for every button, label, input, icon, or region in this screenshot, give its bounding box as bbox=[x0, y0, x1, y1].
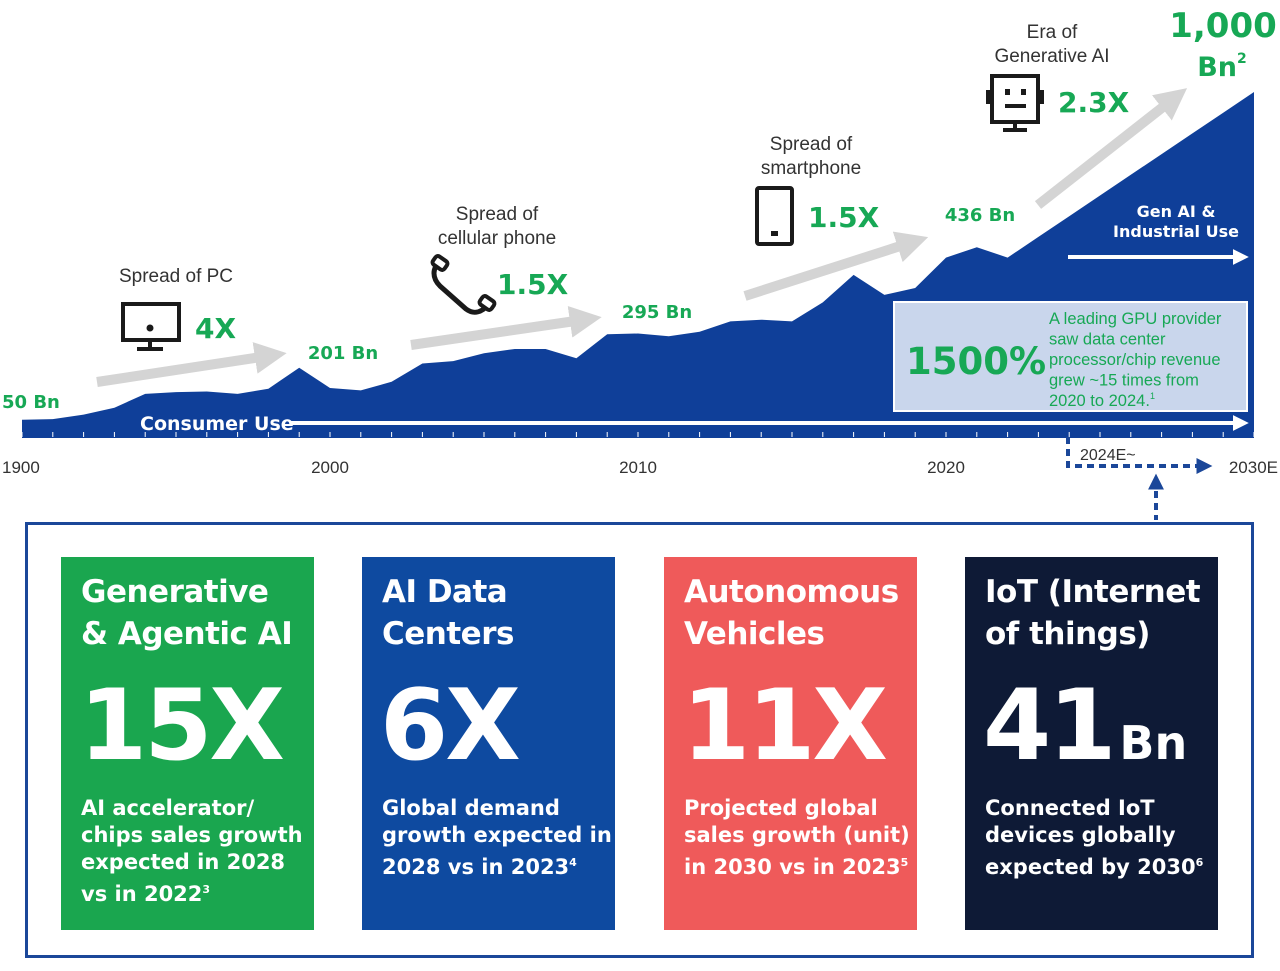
gen-ai-use-label-line2: Industrial Use bbox=[1113, 222, 1239, 241]
x-tick-label-2030e: 2030E bbox=[1229, 458, 1278, 477]
x-tick-label-2000: 2000 bbox=[311, 458, 349, 477]
era-smartphone: Spread of smartphone 1.5X bbox=[755, 134, 880, 246]
era-gen-ai-label-line1: Era of bbox=[1027, 22, 1078, 43]
era-gen-ai-label-line2: Generative AI bbox=[994, 46, 1109, 67]
card-iot-title-line2: of things) bbox=[985, 616, 1150, 652]
callout-background bbox=[893, 301, 1248, 412]
card-ai-data-centers-value: 6X bbox=[380, 669, 521, 783]
card-generative-ai-title-line2: & Agentic AI bbox=[81, 616, 293, 652]
card-generative-ai-value: 15X bbox=[79, 669, 285, 783]
era-cellular-multiplier: 1.5X bbox=[497, 268, 569, 301]
era-pc-label: Spread of PC bbox=[119, 266, 233, 287]
era-gen-ai-multiplier: 2.3X bbox=[1058, 86, 1130, 119]
monitor-icon bbox=[121, 302, 181, 351]
data-label-2021: 436 Bn bbox=[945, 205, 1015, 226]
era-smartphone-multiplier: 1.5X bbox=[808, 201, 880, 234]
data-label-2000: 201 Bn bbox=[308, 343, 378, 364]
era-cellular: Spread of cellular phone 1.5X bbox=[430, 204, 569, 315]
data-label-1990: 50 Bn bbox=[2, 392, 60, 413]
market-growth-chart: Consumer Use Gen AI & Industrial Use 190… bbox=[2, 6, 1278, 520]
end-value-unit: Bn2 bbox=[1197, 51, 1247, 83]
forecast-label: 2024E~ bbox=[1080, 447, 1136, 464]
card-iot-value: 41 Bn bbox=[983, 669, 1188, 783]
card-autonomous-vehicles-desc: Projected global sales growth (unit) in … bbox=[684, 796, 910, 879]
smartphone-icon bbox=[755, 186, 794, 246]
gpu-revenue-callout: 1500% A leading GPU provider saw data cen… bbox=[893, 301, 1248, 412]
card-generative-ai-desc: AI accelerator/ chips sales growth expec… bbox=[81, 796, 303, 906]
card-autonomous-vehicles-title-line2: Vehicles bbox=[684, 616, 825, 652]
data-label-2010: 295 Bn bbox=[622, 302, 692, 323]
growth-drivers-panel: Generative & Agentic AI 15X AI accelerat… bbox=[25, 522, 1254, 958]
era-smartphone-label-line1: Spread of bbox=[770, 134, 853, 155]
gen-ai-use-label-line1: Gen AI & bbox=[1137, 202, 1216, 221]
phone-handset-icon bbox=[430, 254, 497, 315]
forecast-dashed-bracket bbox=[1066, 437, 1213, 474]
era-pc: Spread of PC 4X bbox=[119, 266, 236, 351]
era-arrow-gen-ai bbox=[1034, 88, 1188, 209]
card-ai-data-centers-title-line2: Centers bbox=[382, 616, 514, 652]
card-generative-ai-title-line1: Generative bbox=[81, 574, 269, 610]
card-iot-title-line1: IoT (Internet bbox=[985, 574, 1201, 610]
era-cellular-label-line1: Spread of bbox=[456, 204, 539, 225]
x-tick-label-2010: 2010 bbox=[619, 458, 657, 477]
end-value: 1,000 bbox=[1169, 6, 1277, 46]
x-tick-label-1900: 1900 bbox=[2, 458, 40, 477]
era-smartphone-label-line2: smartphone bbox=[761, 158, 861, 179]
card-ai-data-centers: AI Data Centers 6X Global demand growth … bbox=[362, 557, 615, 930]
callout-text: A leading GPU provider saw data center pro… bbox=[1049, 310, 1222, 410]
era-growth-arrows bbox=[96, 88, 1188, 387]
card-ai-data-centers-title-line1: AI Data bbox=[382, 574, 508, 610]
era-arrow-smartphone bbox=[743, 231, 929, 301]
robot-icon bbox=[986, 74, 1044, 132]
era-pc-multiplier: 4X bbox=[195, 312, 236, 345]
card-generative-ai: Generative & Agentic AI 15X AI accelerat… bbox=[61, 557, 314, 930]
card-autonomous-vehicles: Autonomous Vehicles 11X Projected global… bbox=[664, 557, 917, 930]
card-ai-data-centers-desc: Global demand growth expected in 2028 vs… bbox=[382, 796, 612, 879]
era-cellular-label-line2: cellular phone bbox=[438, 228, 556, 249]
card-iot: IoT (Internet of things) 41 Bn Connected … bbox=[965, 557, 1218, 930]
era-arrow-cellular bbox=[410, 305, 602, 350]
era-gen-ai: Era of Generative AI 2.3X bbox=[986, 22, 1130, 132]
era-arrow-pc bbox=[96, 342, 287, 387]
x-tick-label-2020: 2020 bbox=[927, 458, 965, 477]
card-autonomous-vehicles-value: 11X bbox=[682, 669, 888, 783]
x-axis-ticks bbox=[21, 432, 1255, 437]
callout-value: 1500% bbox=[906, 340, 1046, 383]
consumer-use-label: Consumer Use bbox=[140, 413, 294, 435]
card-iot-desc: Connected IoT devices globally expected … bbox=[985, 796, 1204, 879]
card-autonomous-vehicles-title-line1: Autonomous bbox=[684, 574, 899, 610]
